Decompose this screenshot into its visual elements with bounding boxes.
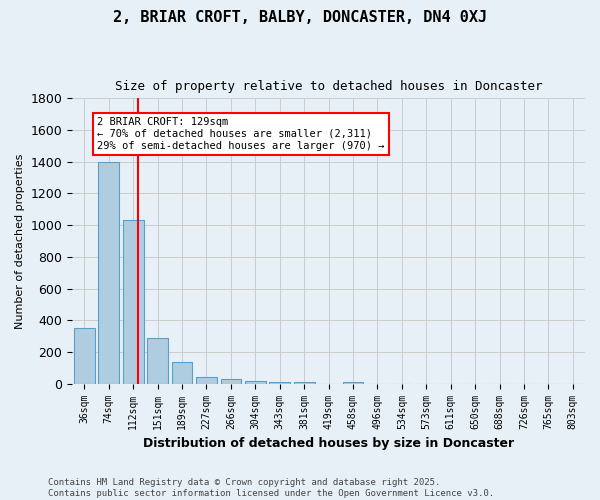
- Bar: [147, 338, 168, 384]
- Bar: [196, 377, 217, 384]
- Bar: [221, 379, 241, 384]
- Bar: [343, 382, 364, 384]
- Bar: [294, 382, 314, 384]
- Title: Size of property relative to detached houses in Doncaster: Size of property relative to detached ho…: [115, 80, 542, 93]
- Text: Contains HM Land Registry data © Crown copyright and database right 2025.
Contai: Contains HM Land Registry data © Crown c…: [48, 478, 494, 498]
- Text: 2, BRIAR CROFT, BALBY, DONCASTER, DN4 0XJ: 2, BRIAR CROFT, BALBY, DONCASTER, DN4 0X…: [113, 10, 487, 25]
- Text: 2 BRIAR CROFT: 129sqm
← 70% of detached houses are smaller (2,311)
29% of semi-d: 2 BRIAR CROFT: 129sqm ← 70% of detached …: [97, 118, 385, 150]
- Bar: [245, 380, 266, 384]
- Bar: [74, 328, 95, 384]
- Bar: [123, 220, 143, 384]
- X-axis label: Distribution of detached houses by size in Doncaster: Distribution of detached houses by size …: [143, 437, 514, 450]
- Bar: [98, 162, 119, 384]
- Bar: [269, 382, 290, 384]
- Y-axis label: Number of detached properties: Number of detached properties: [15, 154, 25, 328]
- Bar: [172, 362, 193, 384]
